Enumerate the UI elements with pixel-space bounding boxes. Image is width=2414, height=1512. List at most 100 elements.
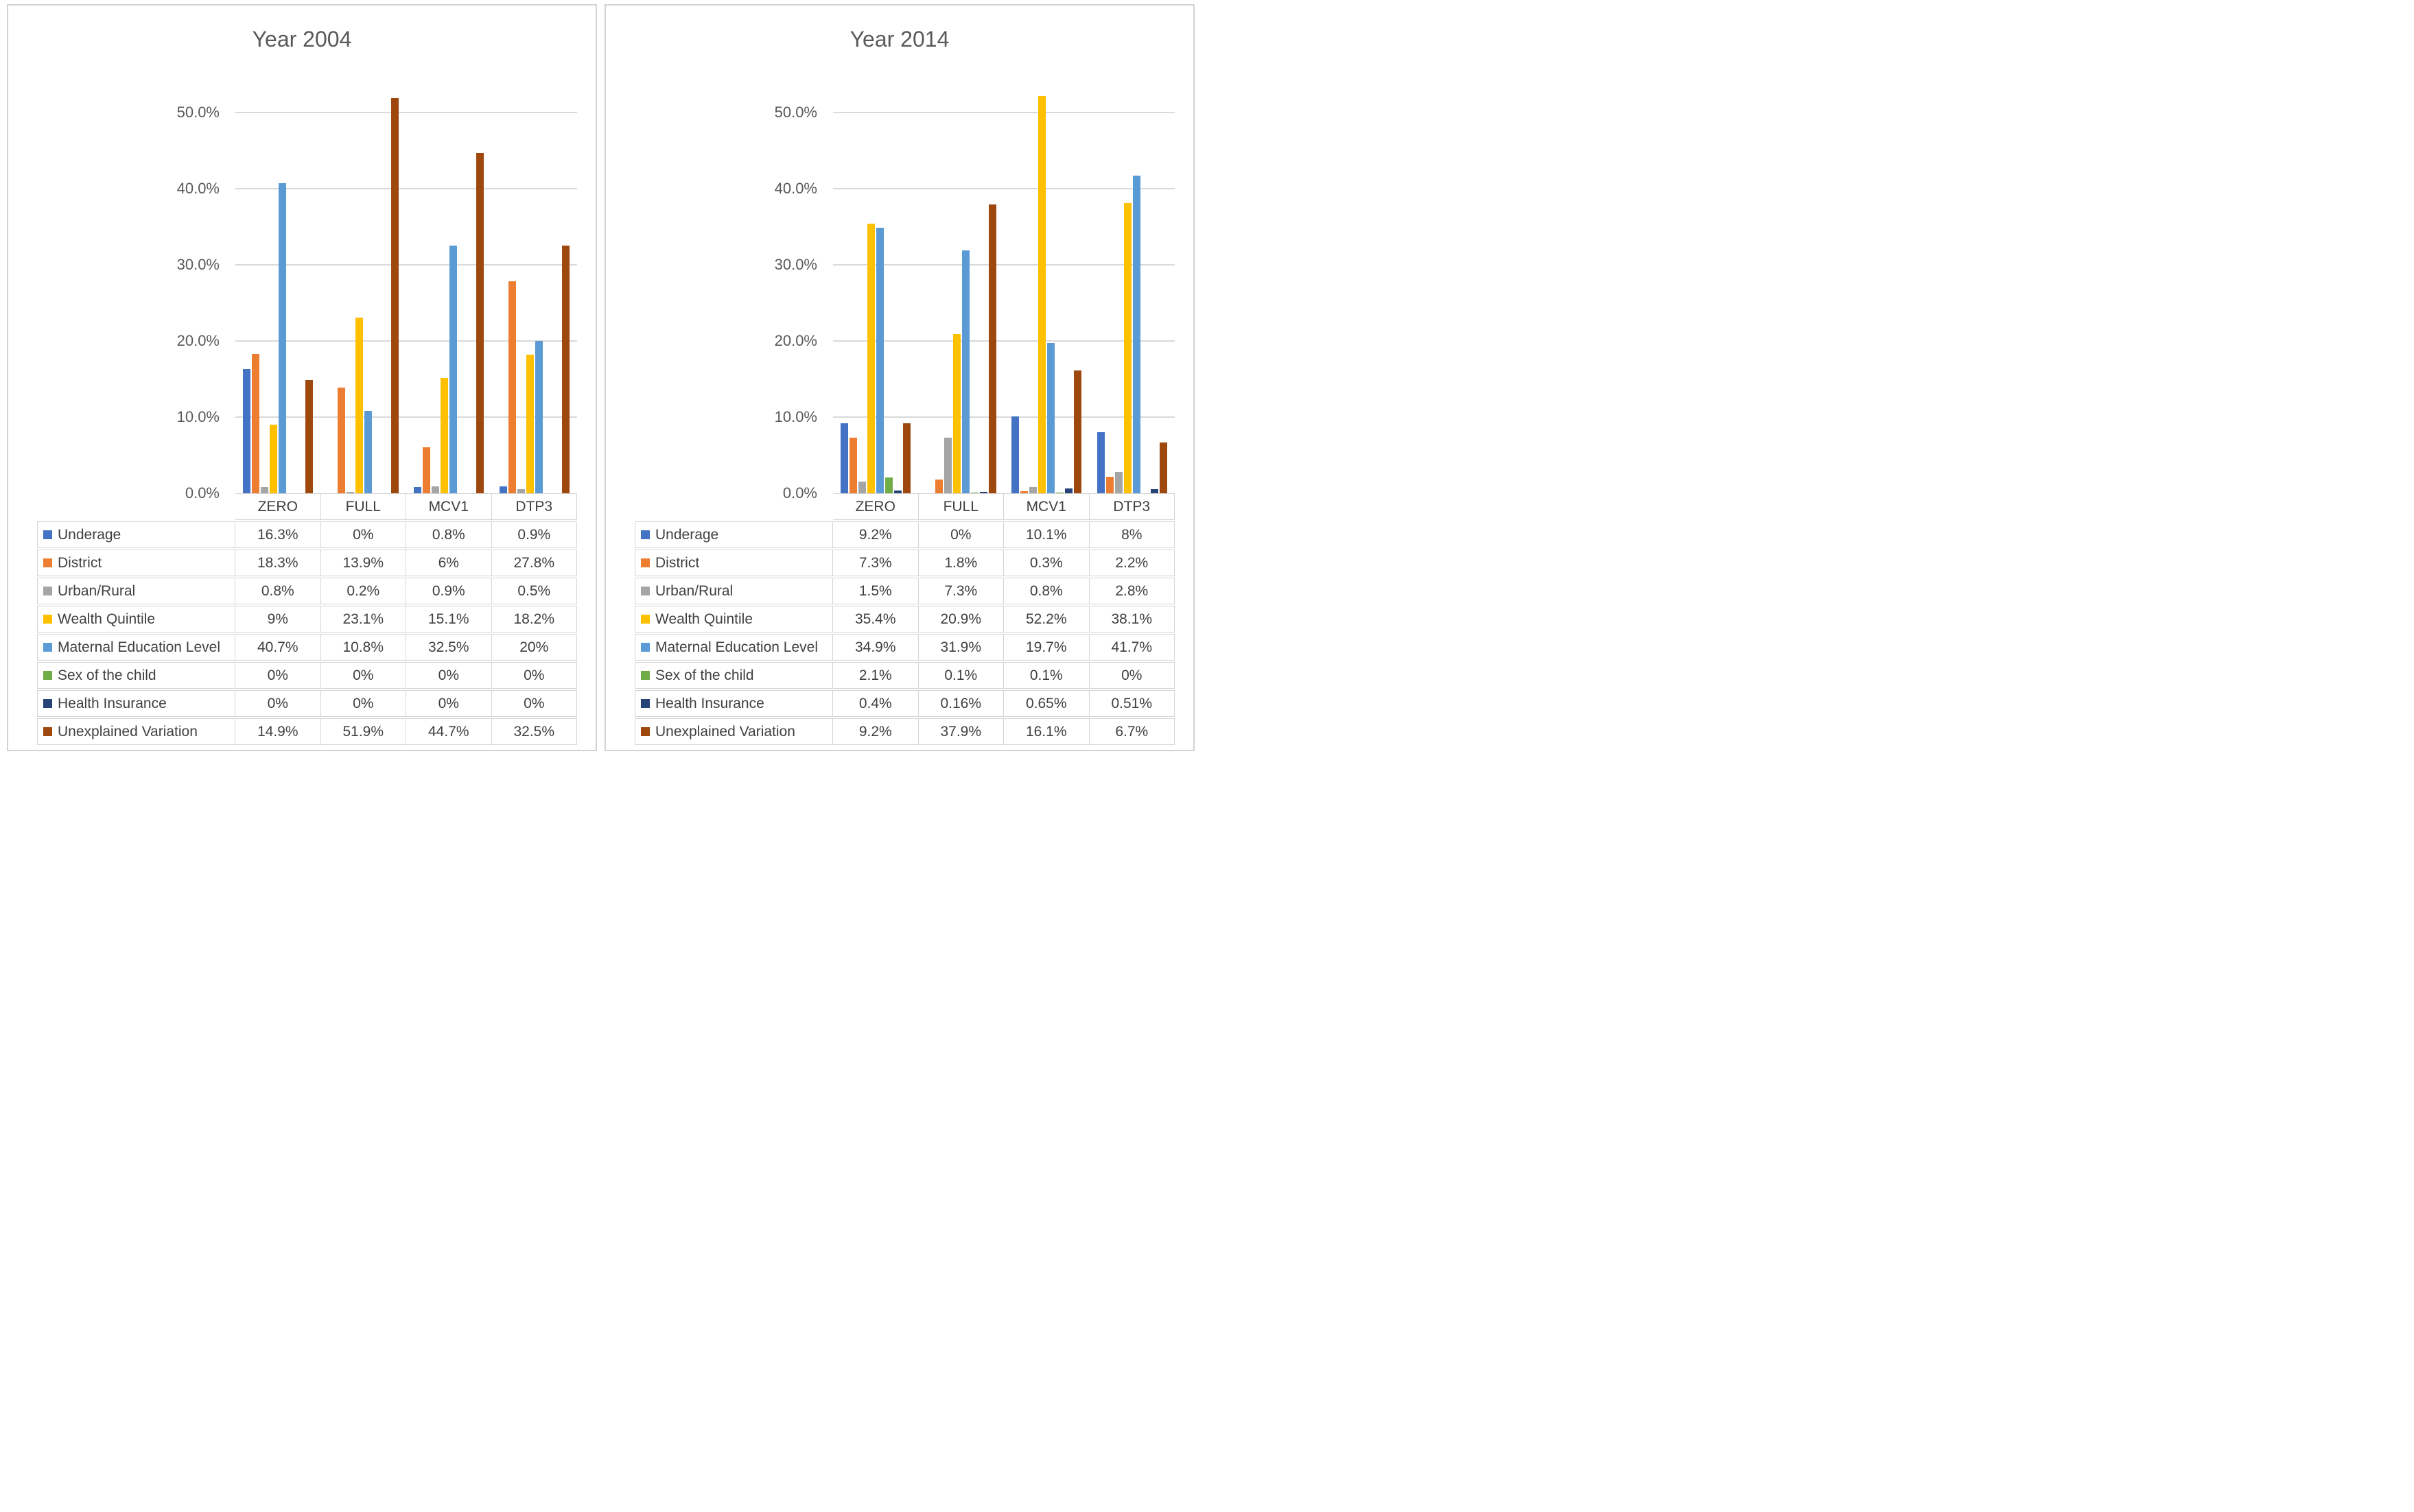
legend-swatch-icon bbox=[641, 727, 650, 736]
category-header-zero: ZERO bbox=[235, 493, 321, 520]
legend-swatch-icon bbox=[43, 615, 52, 624]
y-axis-tick-label: 20.0% bbox=[774, 332, 817, 349]
bar-district bbox=[1105, 476, 1114, 493]
value-cell: 0% bbox=[235, 662, 321, 689]
series-label: Unexplained Variation bbox=[58, 723, 198, 740]
table-row: Underage 16.3% 0% 0.8% 0.9% bbox=[37, 521, 577, 548]
table-row: Health Insurance 0.4% 0.16% 0.65% 0.51% bbox=[635, 690, 1175, 717]
value-cell: 41.7% bbox=[1089, 634, 1175, 661]
bar-urban-rural bbox=[517, 489, 525, 493]
y-axis-tick-label: 10.0% bbox=[774, 408, 817, 425]
value-cell: 2.1% bbox=[833, 662, 919, 689]
value-cell: 51.9% bbox=[320, 718, 406, 745]
y-axis-tick-label: 40.0% bbox=[176, 180, 220, 197]
bar-unexplained-variation bbox=[476, 152, 484, 493]
y-axis-tick-label: 50.0% bbox=[774, 104, 817, 121]
legend-swatch-icon bbox=[641, 615, 650, 624]
series-label-cell: Maternal Education Level bbox=[37, 634, 235, 661]
series-label: Health Insurance bbox=[655, 695, 764, 711]
value-cell: 0% bbox=[1089, 662, 1175, 689]
series-label: Urban/Rural bbox=[58, 582, 136, 599]
series-label-cell: Health Insurance bbox=[37, 690, 235, 717]
series-label: Wealth Quintile bbox=[58, 611, 156, 627]
value-cell: 0% bbox=[235, 690, 321, 717]
value-cell: 8% bbox=[1089, 521, 1175, 548]
value-cell: 18.3% bbox=[235, 550, 321, 576]
table-row: Wealth Quintile 35.4% 20.9% 52.2% 38.1% bbox=[635, 606, 1175, 633]
series-label: Underage bbox=[58, 526, 121, 543]
table-row: District 18.3% 13.9% 6% 27.8% bbox=[37, 550, 577, 576]
value-cell: 0% bbox=[491, 690, 577, 717]
bar-urban-rural bbox=[346, 491, 354, 493]
y-axis-tick-label: 0.0% bbox=[782, 484, 817, 501]
legend-swatch-icon bbox=[641, 558, 650, 567]
value-cell: 0.9% bbox=[406, 578, 492, 604]
bar-maternal-education-level bbox=[535, 341, 543, 493]
series-label-cell: District bbox=[635, 550, 833, 576]
bar-underage bbox=[414, 487, 422, 493]
value-cell: 9% bbox=[235, 606, 321, 633]
series-label: Maternal Education Level bbox=[58, 639, 220, 655]
series-label-cell: Unexplained Variation bbox=[635, 718, 833, 745]
series-label: Wealth Quintile bbox=[655, 611, 753, 627]
dual-chart-dashboard: Year 2004 50.0% 40.0% 30.0% 20.0% 10.0% 0.0% ZE… bbox=[0, 0, 1207, 756]
data-table: ZERO FULL MCV1 DTP3 Underage 16.3% 0% 0.8% 0.9% D… bbox=[37, 493, 577, 746]
bar-maternal-education-level bbox=[1047, 343, 1055, 493]
table-row: Unexplained Variation 14.9% 51.9% 44.7% 32.5… bbox=[37, 718, 577, 745]
value-cell: 9.2% bbox=[833, 521, 919, 548]
series-label-cell: Underage bbox=[37, 521, 235, 548]
bar-district bbox=[423, 447, 431, 493]
value-cell: 20.9% bbox=[918, 606, 1004, 633]
value-cell: 16.3% bbox=[235, 521, 321, 548]
bar-wealth-quintile bbox=[1038, 95, 1046, 493]
bar-unexplained-variation bbox=[1159, 442, 1167, 493]
value-cell: 15.1% bbox=[406, 606, 492, 633]
table-corner-spacer bbox=[37, 493, 235, 520]
bar-groups bbox=[235, 97, 577, 493]
data-table: ZERO FULL MCV1 DTP3 Underage 9.2% 0% 10.1% 8% Dis… bbox=[635, 493, 1175, 746]
y-axis-tick-label: 40.0% bbox=[774, 180, 817, 197]
value-cell: 10.8% bbox=[320, 634, 406, 661]
value-cell: 32.5% bbox=[491, 718, 577, 745]
bar-group-dtp3 bbox=[1090, 113, 1175, 493]
value-cell: 6% bbox=[406, 550, 492, 576]
value-cell: 7.3% bbox=[833, 550, 919, 576]
table-row: Sex of the child 0% 0% 0% 0% bbox=[37, 662, 577, 689]
bar-wealth-quintile bbox=[1123, 203, 1132, 493]
value-cell: 31.9% bbox=[918, 634, 1004, 661]
table-header-row: ZERO FULL MCV1 DTP3 bbox=[635, 493, 1175, 520]
series-label-cell: Health Insurance bbox=[635, 690, 833, 717]
legend-swatch-icon bbox=[641, 643, 650, 652]
gridline bbox=[235, 112, 577, 113]
series-label: Unexplained Variation bbox=[655, 723, 795, 740]
legend-swatch-icon bbox=[43, 558, 52, 567]
bar-district bbox=[252, 353, 260, 493]
bar-underage bbox=[1097, 432, 1105, 493]
value-cell: 2.8% bbox=[1089, 578, 1175, 604]
bar-unexplained-variation bbox=[561, 246, 570, 493]
y-axis-tick-label: 30.0% bbox=[176, 256, 220, 273]
y-axis-tick-label: 10.0% bbox=[176, 408, 220, 425]
value-cell: 0.4% bbox=[833, 690, 919, 717]
value-cell: 32.5% bbox=[406, 634, 492, 661]
gridline bbox=[833, 264, 1175, 265]
bar-health-insurance bbox=[979, 492, 987, 493]
value-cell: 2.2% bbox=[1089, 550, 1175, 576]
series-label-cell: Urban/Rural bbox=[37, 578, 235, 604]
series-label-cell: Sex of the child bbox=[635, 662, 833, 689]
value-cell: 7.3% bbox=[918, 578, 1004, 604]
bar-urban-rural bbox=[1114, 471, 1123, 493]
category-header-mcv1: MCV1 bbox=[1004, 493, 1090, 520]
bar-group-full bbox=[321, 97, 407, 493]
value-cell: 1.8% bbox=[918, 550, 1004, 576]
value-cell: 23.1% bbox=[320, 606, 406, 633]
table-row: Sex of the child 2.1% 0.1% 0.1% 0% bbox=[635, 662, 1175, 689]
bar-wealth-quintile bbox=[270, 425, 278, 493]
value-cell: 34.9% bbox=[833, 634, 919, 661]
value-cell: 0% bbox=[406, 690, 492, 717]
chart-title: Year 2014 bbox=[849, 27, 950, 51]
bar-maternal-education-level bbox=[1132, 176, 1140, 493]
value-cell: 0% bbox=[320, 662, 406, 689]
bar-health-insurance bbox=[1065, 488, 1073, 493]
value-cell: 14.9% bbox=[235, 718, 321, 745]
